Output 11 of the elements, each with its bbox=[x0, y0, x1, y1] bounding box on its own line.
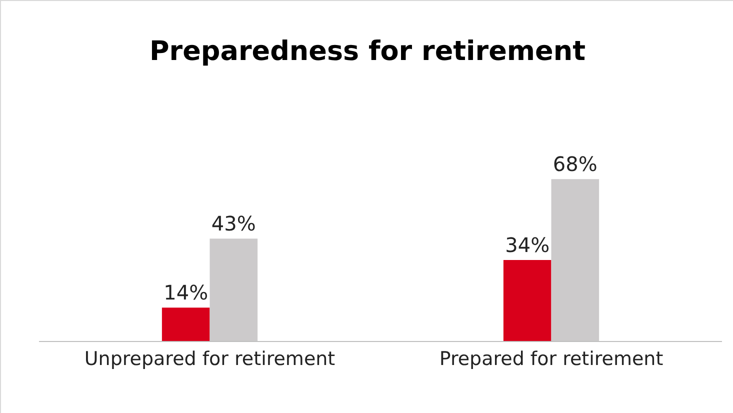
data-label: 14% bbox=[164, 280, 208, 305]
data-label: 68% bbox=[552, 152, 598, 176]
bar bbox=[210, 238, 258, 341]
x-tick-label: Unprepared for retirement bbox=[84, 348, 336, 370]
chart-title: Preparedness for retirement bbox=[150, 36, 586, 68]
bar bbox=[162, 308, 210, 341]
bar bbox=[551, 179, 600, 341]
data-label: 34% bbox=[505, 233, 550, 258]
x-tick-label: Prepared for retirement bbox=[439, 348, 664, 370]
data-label: 43% bbox=[211, 212, 256, 236]
bar bbox=[503, 260, 552, 341]
